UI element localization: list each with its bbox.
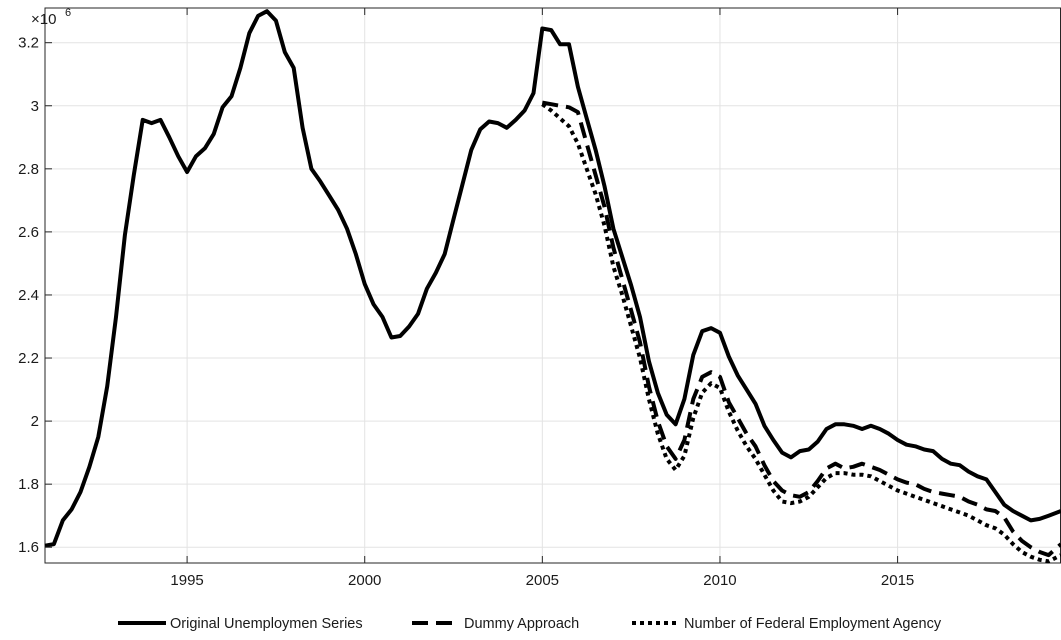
y-tick-label: 1.8 xyxy=(18,476,39,493)
y-tick-label: 2.8 xyxy=(18,161,39,178)
x-tick-label: 2015 xyxy=(881,572,914,589)
y-tick-label: 2 xyxy=(31,413,39,430)
y-tick-label: 3.2 xyxy=(18,35,39,52)
y-tick-label: 3 xyxy=(31,98,39,115)
legend: Original Unemploymen Series Dummy Approac… xyxy=(118,616,942,632)
series-line-dashed xyxy=(541,100,1061,558)
y-exponent-base: ×10 xyxy=(31,11,56,28)
legend-label: Dummy Approach xyxy=(464,616,579,632)
gridlines xyxy=(45,8,1061,563)
y-exponent-power: 6 xyxy=(65,7,71,19)
x-tick-label: 2000 xyxy=(348,572,381,589)
series-lines xyxy=(44,9,1061,564)
x-tick-label: 2010 xyxy=(703,572,736,589)
x-tick-label: 1995 xyxy=(170,572,203,589)
y-tick-label: 2.4 xyxy=(18,287,39,304)
x-tick-label: 2005 xyxy=(526,572,559,589)
series-line-solid xyxy=(44,9,1061,548)
y-tick-label: 2.2 xyxy=(18,350,39,367)
y-exponent: ×10 6 xyxy=(31,7,71,28)
legend-label: Number of Federal Employment Agency xyxy=(684,616,942,632)
y-tick-label: 1.6 xyxy=(18,539,39,556)
series-line-dotted xyxy=(541,102,1061,564)
axis-ticks: 1995 2000 2005 2010 2015 1.6 1.8 2 2.2 2.4 2.6 2.8 3… xyxy=(18,8,914,589)
legend-label: Original Unemploymen Series xyxy=(170,616,363,632)
y-tick-label: 2.6 xyxy=(18,224,39,241)
